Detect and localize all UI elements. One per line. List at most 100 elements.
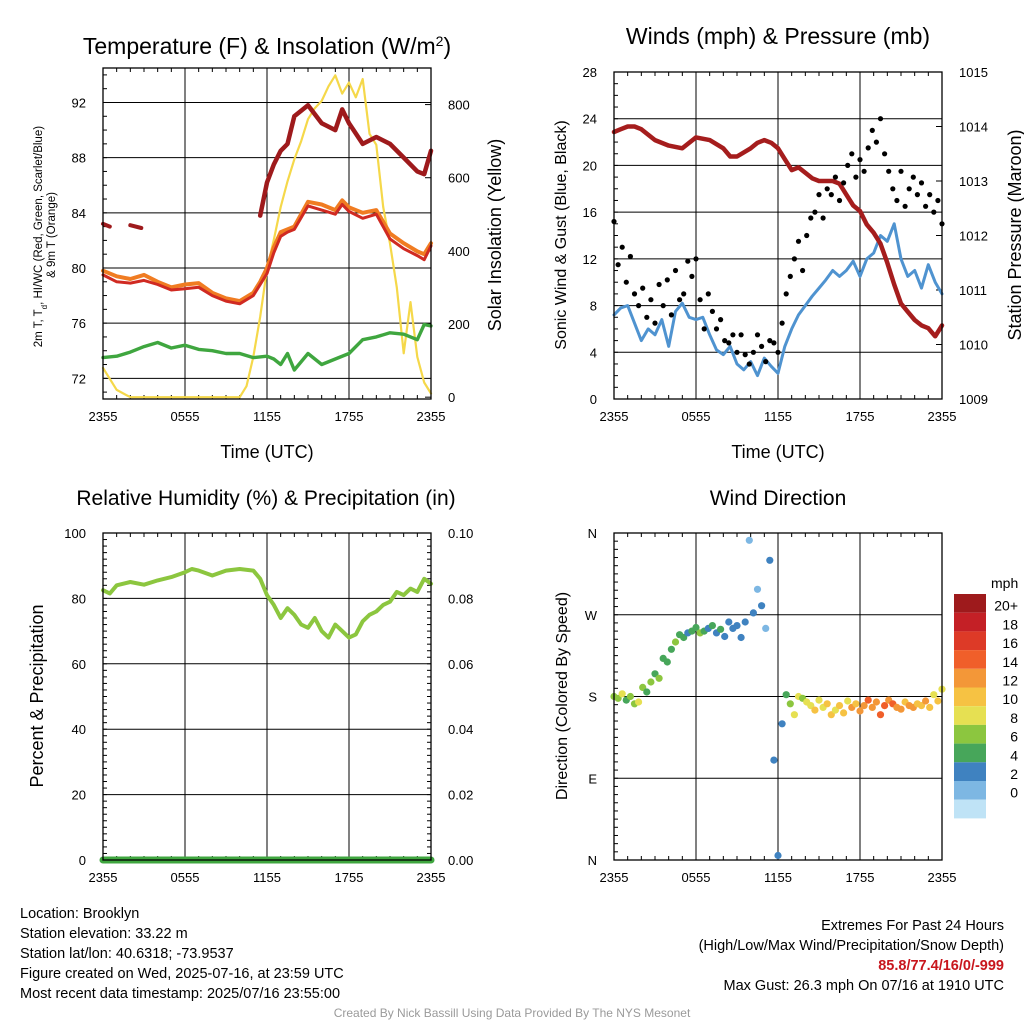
gust-point (882, 151, 888, 157)
gust-point (812, 209, 818, 215)
wind-direction-point (745, 536, 753, 544)
heat-index-line (128, 223, 144, 230)
gust-point (767, 338, 773, 344)
gust-point (722, 338, 728, 344)
gust-point (672, 267, 679, 274)
insolation-y-tick-label: 200 (448, 317, 470, 332)
gust-point (636, 303, 642, 309)
temperature-x-tick-label: 0555 (171, 409, 200, 424)
gust-point (623, 279, 629, 285)
temperature-y-tick-label: 76 (72, 316, 86, 331)
credit-line: Created By Nick Bassill Using Data Provi… (333, 1006, 691, 1020)
colorbar-swatch (954, 631, 986, 651)
wind-direction-point (827, 711, 835, 719)
gust-point (619, 244, 625, 250)
humidity-y-tick-label: 0 (79, 853, 86, 868)
winds-chart-title: Winds (mph) & Pressure (mb) (626, 23, 930, 49)
humidity-left-axis-label: Percent & Precipitation (27, 604, 47, 787)
gust-point (841, 180, 847, 186)
colorbar-swatch (954, 668, 986, 688)
gust-point (808, 215, 814, 221)
gust-point (902, 203, 908, 209)
gust-point (931, 209, 937, 215)
winds-y-tick-label: 12 (583, 252, 597, 267)
humidity-panel: Relative Humidity (%) & Precipitation (i… (27, 487, 473, 885)
gust-point (677, 297, 683, 303)
colorbar-label: 8 (1010, 710, 1018, 726)
gust-point (750, 349, 757, 355)
heat-index-line (101, 221, 112, 229)
winds-left-axis-label: Sonic Wind & Gust (Blue, Black) (553, 120, 570, 349)
max-gust-text: Max Gust: 26.3 mph On 07/16 at 1910 UTC (723, 978, 1004, 994)
wind-direction-point (930, 691, 938, 699)
winds-x-tick-label: 2355 (928, 409, 957, 424)
wind-direction-x-tick-label: 2355 (600, 870, 629, 885)
gust-point (664, 277, 670, 283)
extremes-info: Extremes For Past 24 Hours (High/Low/Max… (699, 916, 1004, 996)
wind-direction-point (852, 700, 860, 708)
pressure-y-tick-label: 1012 (959, 229, 988, 244)
wind-direction-point (872, 698, 881, 706)
gust-point (927, 192, 933, 198)
wind-direction-point (922, 697, 930, 705)
temperature-y-tick-label: 88 (72, 151, 86, 166)
winds-y-tick-label: 28 (583, 65, 597, 80)
sustained-wind-line (612, 222, 944, 378)
gust-point (816, 192, 822, 198)
pressure-y-tick-label: 1010 (959, 338, 988, 353)
gust-point (935, 197, 941, 204)
relative-humidity-line (101, 567, 433, 640)
gust-point (869, 127, 875, 133)
gust-point (791, 256, 798, 262)
precipitation-y-tick-label: 0.10 (448, 526, 473, 541)
pressure-y-tick-label: 1014 (959, 120, 988, 135)
temperature-y-tick-label: 80 (72, 261, 86, 276)
wind-direction-chart-title: Wind Direction (710, 487, 847, 510)
winds-x-tick-label: 0555 (682, 409, 711, 424)
gust-point (845, 162, 851, 168)
temperature-2m-line (101, 203, 433, 306)
wind-direction-point (725, 618, 733, 626)
gust-point (804, 232, 810, 239)
gust-point (783, 291, 789, 297)
colorbar-label: 4 (1010, 747, 1018, 763)
humidity-y-tick-label: 20 (72, 788, 86, 803)
wind-direction-point (778, 720, 786, 728)
winds-y-tick-label: 4 (590, 345, 597, 360)
pressure-y-tick-label: 1009 (959, 392, 988, 407)
colorbar-label: 16 (1002, 635, 1018, 651)
gust-point (693, 256, 699, 262)
wind-direction-point (639, 683, 647, 692)
colorbar-swatch (954, 781, 986, 800)
winds-x-tick-label: 1155 (764, 409, 792, 424)
wind-direction-point (864, 696, 872, 704)
winds-y-tick-label: 20 (583, 158, 597, 173)
wind-direction-point (749, 609, 758, 617)
winds-panel: Winds (mph) & Pressure (mb) Sonic Wind &… (553, 23, 1024, 462)
winds-y-tick-label: 16 (583, 205, 597, 220)
wind-direction-point (655, 674, 663, 682)
extremes-subtitle: (High/Low/Max Wind/Precipitation/Snow De… (698, 938, 1004, 954)
temperature-x-axis-label: Time (UTC) (220, 442, 313, 462)
gust-point (910, 174, 916, 180)
gust-point (615, 262, 621, 268)
wind-direction-axis-label: Direction (Colored By Speed) (554, 592, 571, 800)
colorbar-swatch (954, 743, 986, 763)
gust-point (890, 186, 896, 192)
gust-point (771, 340, 777, 346)
colorbar-label: 20+ (994, 598, 1018, 614)
wind-direction-x-tick-label: 1755 (846, 870, 875, 885)
wind-direction-point (876, 711, 885, 719)
humidity-x-tick-label: 2355 (89, 870, 118, 885)
temperature-y-tick-label: 84 (72, 206, 86, 221)
humidity-x-tick-label: 0555 (171, 870, 200, 885)
gust-point (857, 157, 863, 163)
wind-direction-point (856, 707, 864, 715)
gust-point (894, 197, 900, 204)
wind-direction-point (741, 618, 749, 626)
gust-point (898, 168, 904, 174)
gust-point (709, 308, 716, 314)
colorbar-swatch (954, 687, 986, 707)
gust-point (668, 312, 675, 318)
